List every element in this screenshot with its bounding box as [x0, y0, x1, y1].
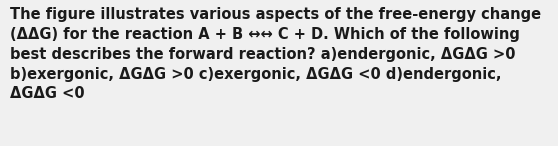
- Text: The figure illustrates various aspects of the free-energy change
(ΔΔG) for the r: The figure illustrates various aspects o…: [10, 7, 541, 101]
